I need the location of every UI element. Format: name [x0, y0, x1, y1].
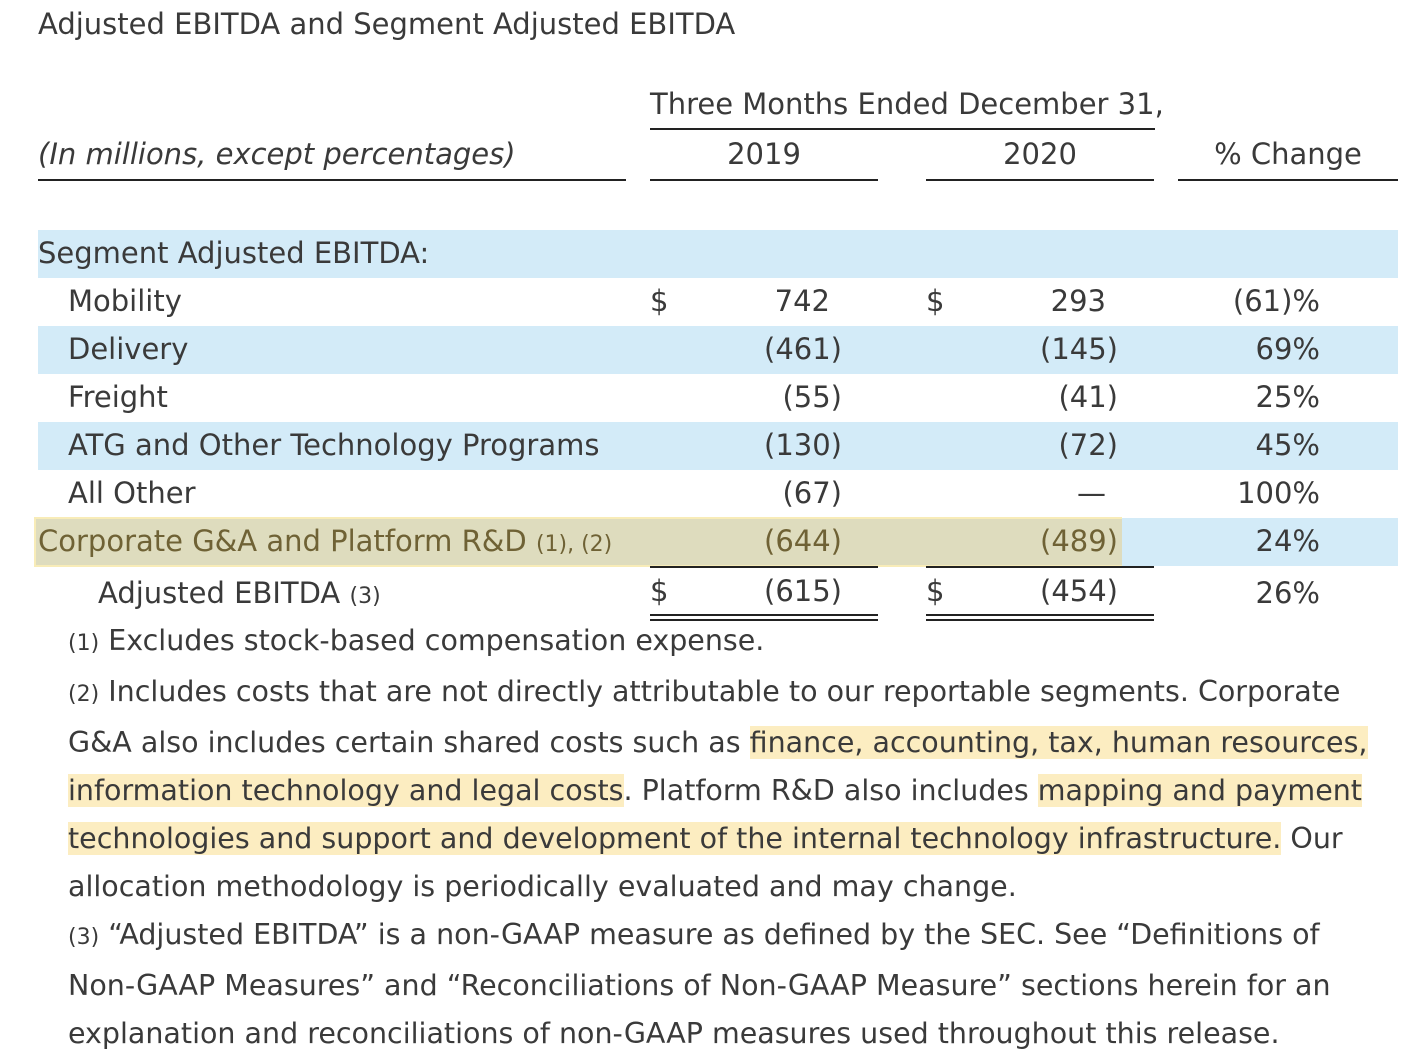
page-title: Adjusted EBITDA and Segment Adjusted EBI…	[38, 7, 736, 41]
total-2020: (454)	[1040, 574, 1118, 608]
footnote-3-line: Non-GAAP Measures” and “Reconciliations …	[68, 962, 1398, 1010]
freight-2020: (41)	[1058, 380, 1118, 414]
corporate-change: 24%	[1255, 524, 1320, 558]
section-label: Segment Adjusted EBITDA:	[38, 236, 430, 270]
all-other-2019: (67)	[782, 476, 842, 510]
double-rule-2019-b	[650, 619, 878, 621]
footnote-2-highlight: information technology and legal costs	[68, 774, 624, 807]
header-rule-label	[38, 179, 626, 181]
period-underline	[650, 128, 1155, 130]
total-2019: (615)	[764, 574, 842, 608]
corporate-2019: (644)	[764, 524, 842, 558]
row-label-delivery: Delivery	[68, 332, 189, 366]
row-label-atg: ATG and Other Technology Programs	[68, 428, 600, 462]
mobility-2019: 742	[774, 284, 830, 318]
footnote-2-text: . Platform R&D also includes	[623, 774, 1038, 807]
footnote-1-mark: (1)	[68, 631, 100, 656]
footnote-2-line: G&A also includes certain shared costs s…	[68, 719, 1398, 767]
subtotal-rule-2020	[926, 566, 1154, 568]
column-header-change: % Change	[1214, 137, 1362, 171]
row-label-total: Adjusted EBITDA (3)	[98, 569, 381, 621]
corporate-label: Corporate G&A and Platform R&D	[38, 524, 527, 558]
footnote-2-highlight: mapping and payment	[1037, 774, 1362, 807]
column-header-2019: 2019	[727, 137, 801, 171]
period-header: Three Months Ended December 31,	[650, 87, 1164, 121]
row-label-all-other: All Other	[68, 476, 196, 510]
corporate-row-highlight	[34, 517, 1122, 567]
footnote-3-text: explanation and reconciliations of non-G…	[68, 1017, 1280, 1050]
freight-2019: (55)	[782, 380, 842, 414]
currency-symbol: $	[650, 574, 669, 608]
all-other-change: 100%	[1237, 476, 1320, 510]
footnote-2-text: Includes costs that are not directly att…	[99, 675, 1341, 708]
freight-change: 25%	[1255, 380, 1320, 414]
total-footnote-ref: (3)	[349, 584, 381, 609]
footnote-2-text: allocation methodology is periodically e…	[68, 870, 1017, 903]
footnote-2-highlight: finance, accounting, tax, human resource…	[749, 726, 1368, 759]
row-label-mobility: Mobility	[68, 284, 182, 318]
delivery-2019: (461)	[764, 332, 842, 366]
header-rule-2019	[650, 179, 878, 181]
footnote-2-mark: (2)	[68, 682, 100, 707]
footnote-3-mark: (3)	[68, 925, 100, 950]
row-band-delivery	[38, 326, 1398, 374]
atg-change: 45%	[1255, 428, 1320, 462]
double-rule-2020-a	[926, 614, 1154, 616]
mobility-2020: 293	[1050, 284, 1106, 318]
footnote-2-line: (2) Includes costs that are not directly…	[68, 668, 1398, 719]
footnote-1: (1) Excludes stock-based compensation ex…	[68, 617, 1398, 668]
footnotes: (1) Excludes stock-based compensation ex…	[68, 617, 1398, 1058]
subtotal-rule-2019	[650, 566, 878, 568]
footnote-3-line: (3) “Adjusted EBITDA” is a non-GAAP meas…	[68, 911, 1398, 962]
total-label: Adjusted EBITDA	[98, 576, 341, 610]
footnote-3-text: Non-GAAP Measures” and “Reconciliations …	[68, 969, 1331, 1002]
footnote-2-text: Our	[1281, 822, 1343, 855]
corporate-2020: (489)	[1040, 524, 1118, 558]
delivery-2020: (145)	[1040, 332, 1118, 366]
total-change: 26%	[1255, 576, 1320, 610]
all-other-2020: —	[1077, 476, 1106, 510]
column-header-2020: 2020	[1003, 137, 1077, 171]
row-label-freight: Freight	[68, 380, 168, 414]
row-band-section	[38, 230, 1398, 278]
footnote-2-line: information technology and legal costs. …	[68, 767, 1398, 815]
atg-2019: (130)	[764, 428, 842, 462]
row-band-atg	[38, 422, 1398, 470]
double-rule-2019-a	[650, 614, 878, 616]
double-rule-2020-b	[926, 619, 1154, 621]
header-rule-change	[1178, 179, 1398, 181]
row-label-corporate: Corporate G&A and Platform R&D (1), (2)	[38, 517, 612, 569]
atg-2020: (72)	[1058, 428, 1118, 462]
currency-symbol: $	[926, 284, 945, 318]
delivery-change: 69%	[1255, 332, 1320, 366]
units-label: (In millions, except percentages)	[38, 137, 516, 171]
currency-symbol: $	[926, 574, 945, 608]
footnote-3-line: explanation and reconciliations of non-G…	[68, 1010, 1398, 1058]
currency-symbol: $	[650, 284, 669, 318]
footnote-2-highlight: technologies and support and development…	[68, 822, 1282, 855]
footnote-2-text: G&A also includes certain shared costs s…	[68, 726, 750, 759]
footnote-2-line: allocation methodology is periodically e…	[68, 863, 1398, 911]
mobility-change: (61)%	[1232, 284, 1320, 318]
footnote-1-text: Excludes stock-based compensation expens…	[99, 624, 765, 657]
corporate-footnote-ref: (1), (2)	[535, 532, 613, 557]
footnote-3-text: “Adjusted EBITDA” is a non-GAAP measure …	[99, 918, 1320, 951]
header-rule-2020	[926, 179, 1154, 181]
footnote-2-line: technologies and support and development…	[68, 815, 1398, 863]
